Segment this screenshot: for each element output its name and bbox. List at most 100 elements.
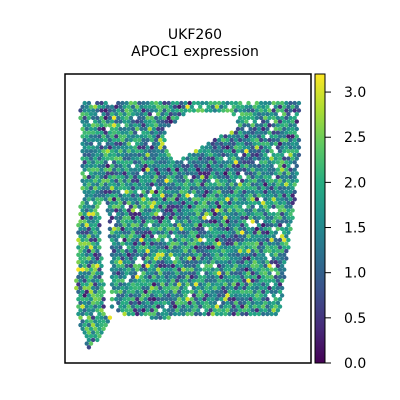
spot bbox=[174, 197, 180, 202]
spot bbox=[244, 282, 249, 287]
spot bbox=[185, 274, 190, 280]
spot bbox=[235, 297, 241, 302]
spot bbox=[244, 223, 249, 228]
spot bbox=[107, 234, 113, 239]
spot bbox=[137, 160, 142, 165]
spot bbox=[235, 163, 241, 169]
spot bbox=[177, 260, 182, 265]
spot bbox=[219, 163, 224, 169]
spot bbox=[235, 156, 241, 161]
spot bbox=[160, 171, 165, 176]
spot bbox=[147, 260, 152, 265]
spot bbox=[90, 248, 96, 254]
spot bbox=[273, 311, 278, 317]
spot bbox=[120, 167, 125, 172]
spot bbox=[242, 137, 247, 143]
spot bbox=[170, 285, 176, 291]
spot bbox=[200, 293, 205, 298]
spot bbox=[109, 149, 115, 154]
spot bbox=[151, 237, 157, 243]
spot bbox=[237, 278, 243, 283]
spot bbox=[193, 289, 199, 294]
spot bbox=[114, 260, 119, 265]
spot bbox=[130, 104, 136, 110]
spot bbox=[282, 230, 287, 235]
spot bbox=[254, 226, 260, 232]
spot bbox=[86, 100, 92, 106]
spot bbox=[286, 178, 291, 183]
spot bbox=[273, 112, 278, 117]
spot bbox=[107, 145, 113, 150]
spot bbox=[267, 108, 272, 113]
spot bbox=[235, 230, 241, 235]
spot bbox=[282, 149, 287, 154]
spot bbox=[286, 149, 291, 154]
spot bbox=[277, 304, 283, 309]
spot bbox=[109, 208, 115, 213]
spot bbox=[179, 271, 184, 276]
spot bbox=[286, 230, 291, 235]
spot bbox=[261, 289, 266, 294]
spot bbox=[225, 108, 230, 113]
spot bbox=[275, 123, 281, 128]
spot bbox=[90, 226, 96, 232]
spot bbox=[141, 182, 146, 187]
spot bbox=[149, 248, 155, 254]
spot bbox=[130, 200, 136, 206]
spot bbox=[130, 289, 136, 294]
spot bbox=[219, 200, 224, 206]
spot bbox=[93, 319, 98, 324]
spot bbox=[149, 115, 155, 121]
colorbar-tick-label: 0.5 bbox=[344, 311, 366, 327]
spot bbox=[246, 293, 251, 298]
spot bbox=[158, 189, 163, 195]
spot bbox=[200, 234, 205, 239]
spot bbox=[156, 230, 161, 235]
spot bbox=[145, 167, 150, 172]
spot bbox=[137, 285, 142, 291]
spot bbox=[275, 182, 281, 187]
spot bbox=[227, 267, 232, 272]
spot bbox=[147, 186, 152, 191]
spot bbox=[118, 208, 123, 213]
spot bbox=[107, 197, 113, 202]
spot bbox=[95, 293, 100, 298]
spot bbox=[93, 134, 98, 139]
spot bbox=[275, 278, 281, 283]
spot bbox=[162, 197, 167, 202]
spot bbox=[114, 141, 119, 146]
spot bbox=[277, 186, 283, 191]
spot bbox=[206, 311, 211, 317]
spot bbox=[284, 137, 289, 143]
spot bbox=[105, 186, 111, 191]
spot bbox=[265, 230, 270, 235]
spot bbox=[275, 100, 281, 106]
spot bbox=[170, 189, 176, 195]
spot bbox=[265, 274, 270, 280]
spot bbox=[216, 271, 222, 276]
spot bbox=[86, 167, 92, 172]
spot bbox=[153, 278, 159, 283]
spot bbox=[185, 223, 190, 228]
spot bbox=[277, 193, 283, 198]
spot bbox=[179, 226, 184, 232]
spot bbox=[172, 245, 178, 250]
spot bbox=[90, 271, 96, 276]
spot bbox=[80, 208, 85, 213]
spot bbox=[86, 337, 92, 343]
spot bbox=[250, 123, 255, 128]
spot bbox=[78, 315, 83, 320]
spot bbox=[204, 100, 209, 106]
spot bbox=[284, 145, 289, 150]
spot bbox=[223, 267, 228, 272]
spot bbox=[277, 208, 283, 213]
spot bbox=[160, 311, 165, 317]
spot bbox=[124, 108, 129, 113]
spot bbox=[185, 252, 190, 257]
spot bbox=[240, 304, 245, 309]
spot bbox=[139, 311, 144, 317]
spot bbox=[250, 226, 255, 232]
spot bbox=[229, 160, 234, 165]
spot bbox=[158, 256, 163, 261]
